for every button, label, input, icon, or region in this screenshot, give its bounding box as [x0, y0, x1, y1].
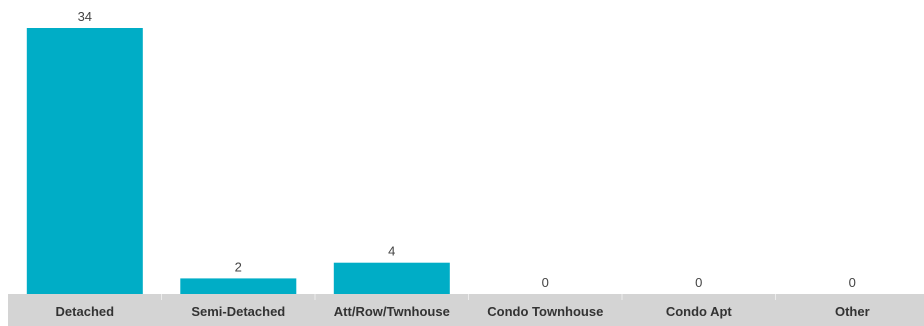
category-label-other: Other [835, 304, 870, 319]
category-label-semi-detached: Semi-Detached [191, 304, 285, 319]
category-separators [161, 294, 776, 300]
bars [26, 28, 450, 294]
category-label-att-row-twnhouse: Att/Row/Twnhouse [334, 304, 450, 319]
value-label-detached: 34 [78, 9, 92, 24]
value-label-condo-townhouse: 0 [542, 275, 549, 290]
value-label-att-row-twnhouse: 4 [388, 244, 395, 259]
category-label-condo-townhouse: Condo Townhouse [487, 304, 603, 319]
category-labels: Detached Semi-Detached Att/Row/Twnhouse Con… [56, 304, 870, 319]
bar-att-row-twnhouse [333, 262, 450, 294]
bar-detached [26, 28, 143, 294]
value-label-condo-apt: 0 [695, 275, 702, 290]
category-label-detached: Detached [56, 304, 115, 319]
value-labels: 34 2 4 0 0 0 [78, 9, 856, 290]
bar-semi-detached [180, 278, 297, 294]
x-axis-band [8, 294, 924, 326]
value-label-other: 0 [849, 275, 856, 290]
value-label-semi-detached: 2 [235, 259, 242, 274]
category-label-condo-apt: Condo Apt [666, 304, 733, 319]
